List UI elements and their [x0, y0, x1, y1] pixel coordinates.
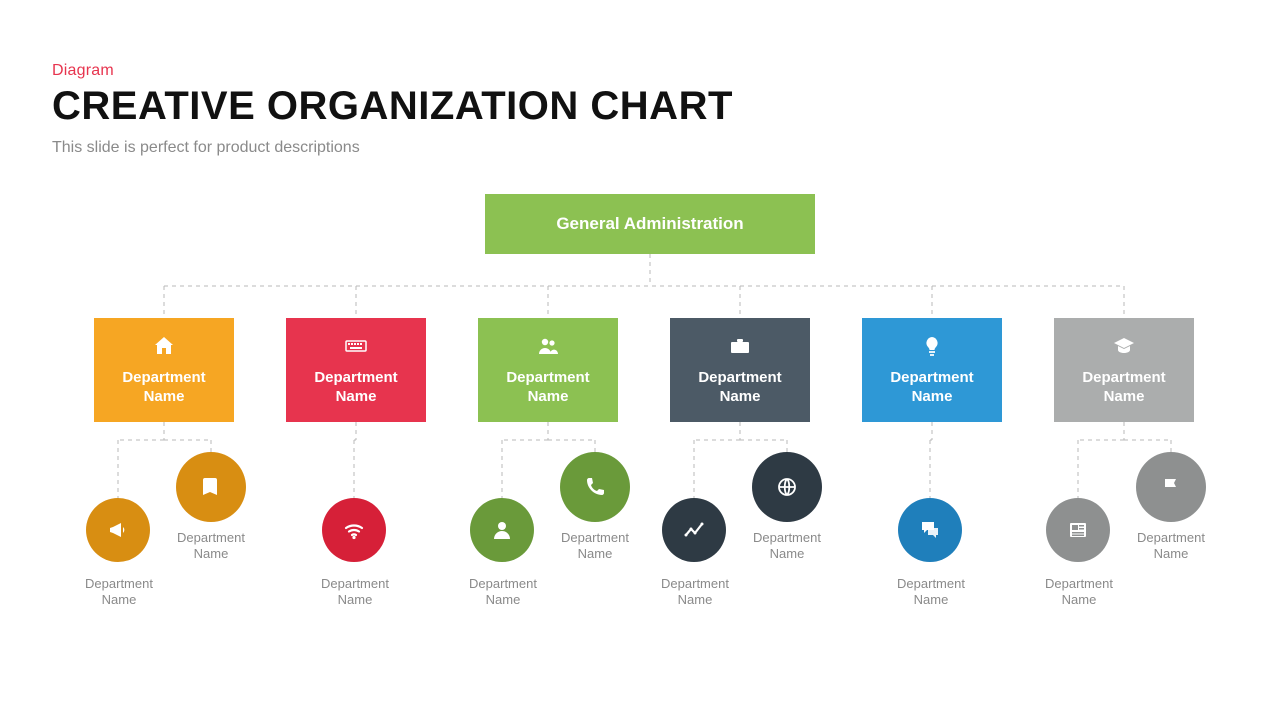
sub-department-label: DepartmentName [650, 576, 740, 609]
bulb-icon [919, 333, 945, 359]
slide-header: Diagram CREATIVE ORGANIZATION CHART This… [52, 62, 733, 157]
sub-department-circle [470, 498, 534, 562]
globe-icon [774, 474, 800, 500]
sub-department-label: DepartmentName [886, 576, 976, 609]
sub-department-circle [560, 452, 630, 522]
sub-department-circle [898, 498, 962, 562]
briefcase-icon [727, 333, 753, 359]
root-label: General Administration [556, 214, 743, 234]
department-box: DepartmentName [1054, 318, 1194, 422]
flag-icon [1158, 474, 1184, 500]
sub-department-circle [1046, 498, 1110, 562]
department-box: DepartmentName [670, 318, 810, 422]
department-box: DepartmentName [94, 318, 234, 422]
sub-department-circle [1136, 452, 1206, 522]
sub-department-label: DepartmentName [1034, 576, 1124, 609]
sub-department-circle [322, 498, 386, 562]
graduation-icon [1111, 333, 1137, 359]
page-title: CREATIVE ORGANIZATION CHART [52, 84, 733, 129]
megaphone-icon [105, 517, 131, 543]
department-label: DepartmentName [122, 369, 205, 407]
root-node: General Administration [485, 194, 815, 254]
department-box: DepartmentName [862, 318, 1002, 422]
users-icon [535, 333, 561, 359]
book-icon [198, 474, 224, 500]
department-label: DepartmentName [698, 369, 781, 407]
department-label: DepartmentName [314, 369, 397, 407]
sub-department-label: DepartmentName [550, 530, 640, 563]
eyebrow-text: Diagram [52, 62, 733, 80]
news-icon [1065, 517, 1091, 543]
chat-icon [917, 517, 943, 543]
sub-department-circle [752, 452, 822, 522]
department-box: DepartmentName [478, 318, 618, 422]
home-icon [151, 333, 177, 359]
chart-icon [681, 517, 707, 543]
sub-department-circle [176, 452, 246, 522]
sub-department-label: DepartmentName [166, 530, 256, 563]
wifi-icon [341, 517, 367, 543]
department-label: DepartmentName [890, 369, 973, 407]
sub-department-circle [662, 498, 726, 562]
user-icon [489, 517, 515, 543]
phone-icon [582, 474, 608, 500]
sub-department-label: DepartmentName [458, 576, 548, 609]
sub-department-label: DepartmentName [1126, 530, 1216, 563]
sub-department-circle [86, 498, 150, 562]
sub-department-label: DepartmentName [310, 576, 400, 609]
department-label: DepartmentName [506, 369, 589, 407]
sub-department-label: DepartmentName [742, 530, 832, 563]
department-label: DepartmentName [1082, 369, 1165, 407]
page-subtitle: This slide is perfect for product descri… [52, 139, 733, 157]
department-box: DepartmentName [286, 318, 426, 422]
sub-department-label: DepartmentName [74, 576, 164, 609]
keyboard-icon [343, 333, 369, 359]
